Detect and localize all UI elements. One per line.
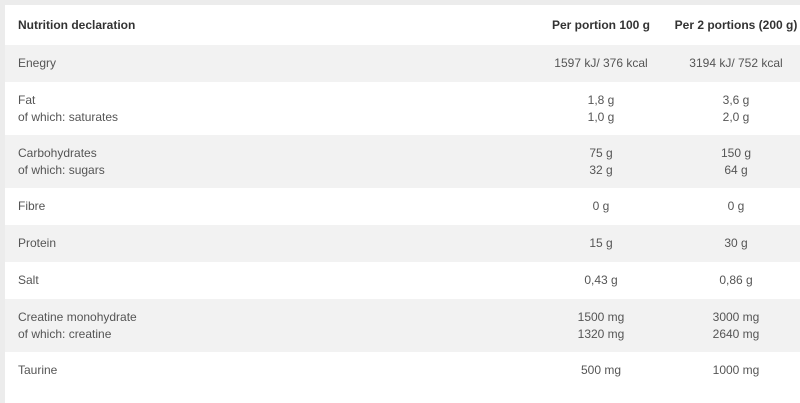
table-row: Enegry 1597 kJ/ 376 kcal 3194 kJ/ 752 kcal	[5, 45, 800, 82]
per-2-portions-value: 3,6 g 2,0 g	[672, 82, 800, 135]
nutrient-name: Carbohydrates	[18, 145, 97, 160]
nutrient-name: Salt	[18, 273, 39, 287]
nutrient-label: Enegry	[5, 45, 530, 82]
per-portion-value: 1,8 g 1,0 g	[530, 82, 672, 135]
nutrient-name: Protein	[18, 236, 57, 250]
nutrient-amount: 500 mg	[580, 363, 622, 377]
nutrient-name: of which: sugars	[18, 162, 105, 177]
nutrient-amount: 1320 mg	[577, 326, 625, 341]
per-portion-value: 75 g 32 g	[530, 135, 672, 188]
table-header-row: Nutrition declaration Per portion 100 g …	[5, 5, 800, 45]
nutrient-label: Fibre	[5, 188, 530, 225]
nutrient-amount: 30 g	[724, 236, 748, 250]
table-row: Creatine monohydrate of which: creatine 15…	[5, 299, 800, 352]
per-2-portions-value: 1000 mg	[672, 352, 800, 389]
nutrient-amount: 1597 kJ/ 376 kcal	[554, 56, 648, 70]
nutrient-amount: 15 g	[589, 236, 613, 250]
per-2-portions-value: 0 g	[672, 188, 800, 225]
nutrient-amount: 3194 kJ/ 752 kcal	[689, 56, 783, 70]
nutrient-label: Taurine	[5, 352, 530, 389]
per-portion-value: 1500 mg 1320 mg	[530, 299, 672, 352]
nutrient-label: Protein	[5, 225, 530, 262]
per-2-portions-value: 0,86 g	[672, 262, 800, 299]
table-row: Taurine 500 mg 1000 mg	[5, 352, 800, 389]
table-row: Protein 15 g 30 g	[5, 225, 800, 262]
per-portion-value: 0 g	[530, 188, 672, 225]
nutrient-name: of which: creatine	[18, 326, 112, 341]
nutrient-amount: 1,8 g	[587, 92, 615, 107]
nutrient-amount: 64 g	[724, 162, 748, 177]
nutrient-amount: 0,86 g	[719, 273, 753, 287]
per-2-portions-value: 30 g	[672, 225, 800, 262]
nutrient-name: Creatine monohydrate	[18, 309, 137, 324]
per-portion-value: 0,43 g	[530, 262, 672, 299]
nutrient-amount: 1500 mg	[577, 309, 625, 324]
nutrient-label: Creatine monohydrate of which: creatine	[5, 299, 530, 352]
nutrient-label: Salt	[5, 262, 530, 299]
nutrient-amount: 32 g	[589, 162, 613, 177]
table-row: Carbohydrates of which: sugars 75 g 32 g 150…	[5, 135, 800, 188]
table-row: Fibre 0 g 0 g	[5, 188, 800, 225]
nutrition-table: Nutrition declaration Per portion 100 g …	[5, 5, 800, 389]
nutrient-name: Fat	[18, 92, 36, 107]
per-portion-value: 500 mg	[530, 352, 672, 389]
nutrient-amount: 0 g	[727, 199, 745, 213]
nutrient-amount: 2,0 g	[722, 109, 750, 124]
nutrient-name: Fibre	[18, 199, 46, 213]
nutrient-name: Taurine	[18, 363, 58, 377]
nutrient-amount: 3,6 g	[722, 92, 750, 107]
nutrient-amount: 3000 mg	[712, 309, 760, 324]
table-row: Fat of which: saturates 1,8 g 1,0 g 3,6 g 2,0…	[5, 82, 800, 135]
per-2-portions-value: 150 g 64 g	[672, 135, 800, 188]
header-per-2-portions: Per 2 portions (200 g)	[674, 17, 798, 32]
nutrient-amount: 2640 mg	[712, 326, 760, 341]
header-label: Nutrition declaration	[18, 17, 136, 32]
nutrient-amount: 1,0 g	[587, 109, 615, 124]
nutrient-label: Fat of which: saturates	[5, 82, 530, 135]
nutrient-amount: 1000 mg	[712, 363, 760, 377]
per-portion-value: 15 g	[530, 225, 672, 262]
nutrient-name: Enegry	[18, 56, 57, 70]
nutrient-amount: 0 g	[592, 199, 610, 213]
table-row: Salt 0,43 g 0,86 g	[5, 262, 800, 299]
header-per-portion: Per portion 100 g	[551, 17, 651, 32]
per-portion-value: 1597 kJ/ 376 kcal	[530, 45, 672, 82]
nutrient-amount: 0,43 g	[584, 273, 618, 287]
nutrient-label: Carbohydrates of which: sugars	[5, 135, 530, 188]
per-2-portions-value: 3000 mg 2640 mg	[672, 299, 800, 352]
nutrient-amount: 150 g	[720, 145, 752, 160]
nutrient-name: of which: saturates	[18, 109, 119, 124]
nutrient-amount: 75 g	[589, 145, 613, 160]
per-2-portions-value: 3194 kJ/ 752 kcal	[672, 45, 800, 82]
